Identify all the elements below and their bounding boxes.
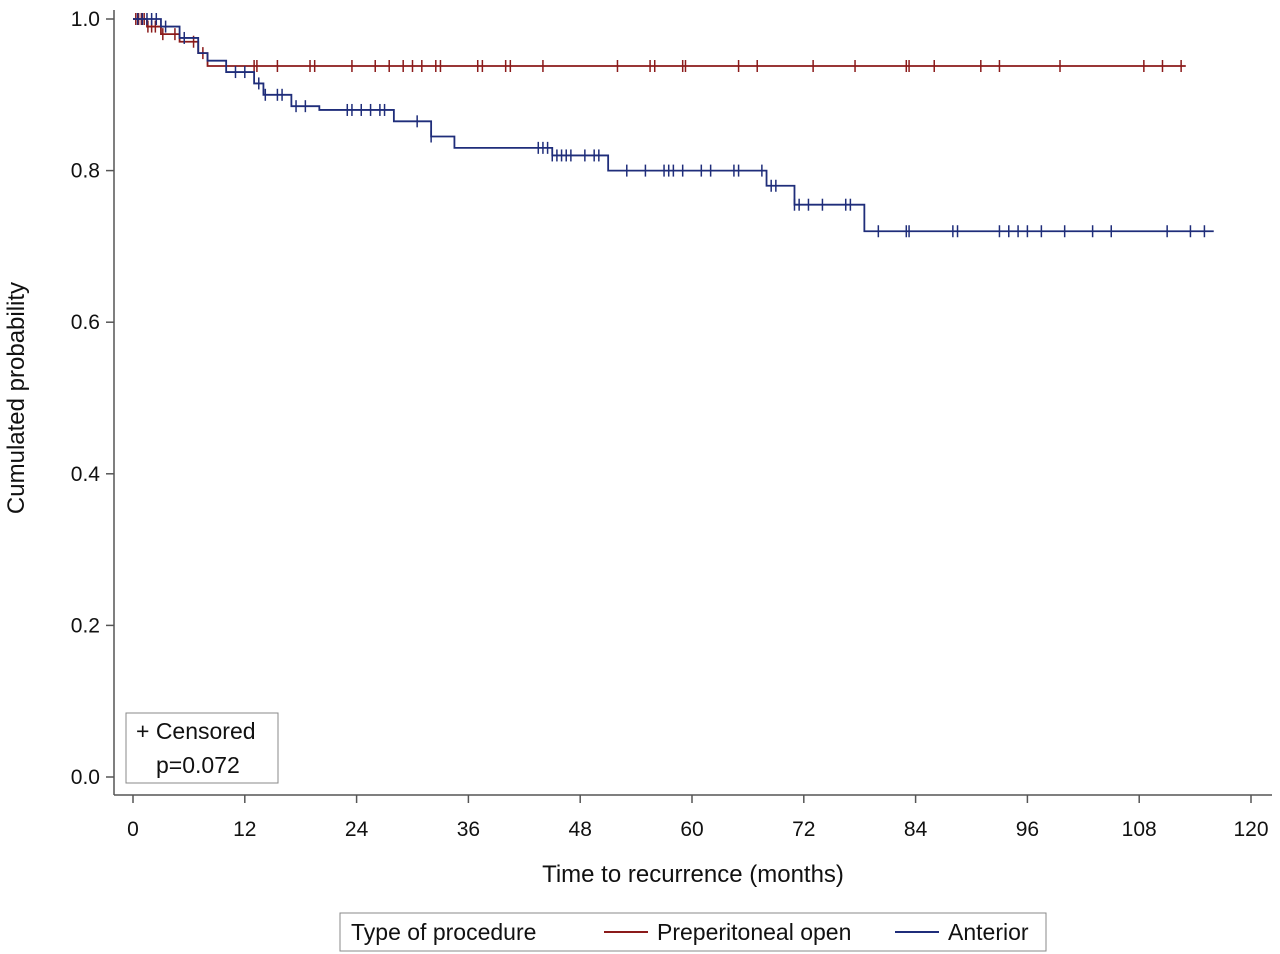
x-tick-label: 24 [345, 818, 369, 841]
x-tick-label: 36 [457, 818, 480, 841]
y-axis-title: Cumulated probability [3, 282, 30, 514]
x-axis-ticks: 0 12 24 36 48 60 72 84 96 108 120 [127, 795, 1269, 841]
y-tick-label: 0.8 [71, 160, 100, 183]
x-tick-label: 96 [1016, 818, 1039, 841]
x-axis-title: Time to recurrence (months) [542, 861, 844, 888]
censor-label: + Censored [136, 718, 256, 744]
y-axis-ticks: 0.0 0.2 0.4 0.6 0.8 1.0 [71, 8, 114, 789]
x-tick-label: 120 [1233, 818, 1268, 841]
y-tick-label: 1.0 [71, 8, 100, 31]
x-tick-label: 0 [127, 818, 139, 841]
series-layer [133, 13, 1214, 238]
x-tick-label: 48 [569, 818, 592, 841]
legend: Type of procedure Preperitoneal open Ant… [339, 912, 1047, 952]
legend-entry-preperitoneal-open: Preperitoneal open [657, 919, 851, 945]
y-tick-label: 0.4 [71, 463, 101, 486]
series-anterior [133, 13, 1214, 238]
x-tick-label: 60 [680, 818, 703, 841]
y-tick-label: 0.0 [71, 766, 100, 789]
x-tick-label: 108 [1122, 818, 1157, 841]
x-tick-label: 12 [233, 818, 256, 841]
series-line-preperitoneal-open [133, 18, 1186, 67]
legend-entry-anterior: Anterior [948, 919, 1029, 945]
x-tick-label: 84 [904, 818, 928, 841]
y-tick-label: 0.2 [71, 614, 100, 637]
censor-box: + Censored p=0.072 [125, 712, 279, 784]
x-tick-label: 72 [792, 818, 815, 841]
y-tick-label: 0.6 [71, 311, 100, 334]
series-line-anterior [133, 18, 1214, 233]
series-preperitoneal-open [133, 13, 1186, 72]
p-value: p=0.072 [156, 752, 240, 778]
legend-title: Type of procedure [351, 919, 536, 945]
